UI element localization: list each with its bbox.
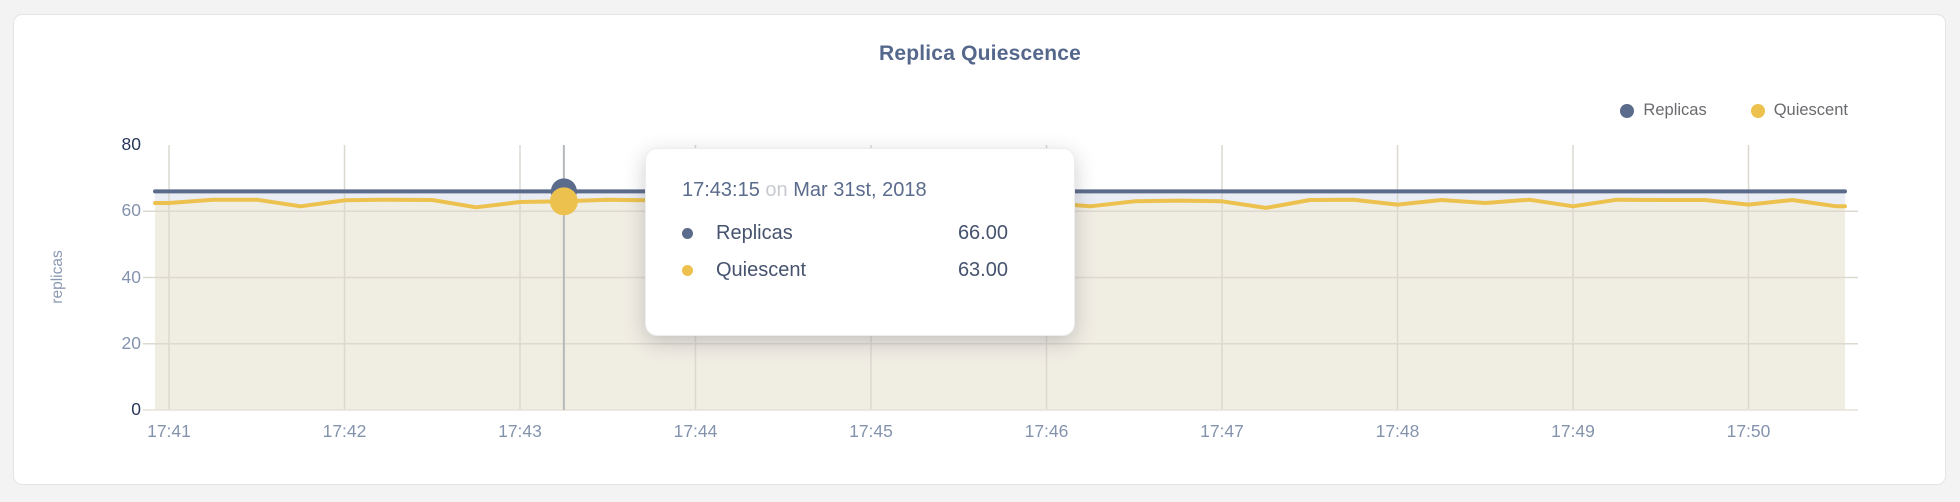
tooltip-date: Mar 31st, 2018 <box>793 179 927 201</box>
x-tick-17-49: 17:49 <box>1551 421 1595 441</box>
hover-dot-quiescent <box>549 187 578 216</box>
y-tick-20: 20 <box>121 332 141 353</box>
tooltip-series-label: Replicas <box>716 222 793 244</box>
x-tick-17-48: 17:48 <box>1375 421 1420 441</box>
x-tick-17-50: 17:50 <box>1726 421 1771 441</box>
y-tick-80: 80 <box>121 134 141 154</box>
tooltip-time: 17:43:15 <box>682 179 760 201</box>
legend-item-quiescent[interactable]: Quiescent <box>1750 101 1848 120</box>
x-tick-17-45: 17:45 <box>849 421 893 441</box>
tooltip: 17:43:15 on Mar 31st, 2018 Replicas 66.00… <box>645 148 1075 336</box>
x-tick-17-43: 17:43 <box>498 421 542 441</box>
legend-dot-icon <box>1750 103 1765 118</box>
legend: Replicas Quiescent <box>1620 101 1848 120</box>
x-tick-17-44: 17:44 <box>673 421 718 441</box>
legend-label: Replicas <box>1643 101 1707 119</box>
tooltip-series-dot-icon <box>682 265 693 276</box>
chart-title: Replica Quiescence <box>878 42 1082 65</box>
x-tick-17-42: 17:42 <box>322 421 367 441</box>
legend-dot-icon <box>1620 103 1635 118</box>
y-tick-40: 40 <box>121 266 141 287</box>
legend-label: Quiescent <box>1773 101 1848 119</box>
tooltip-row-replicas: Replicas 66.00 <box>682 215 1040 252</box>
tooltip-series-dot-icon <box>682 228 693 239</box>
tooltip-header: 17:43:15 on Mar 31st, 2018 <box>682 179 1040 202</box>
y-tick-60: 60 <box>121 200 141 221</box>
tooltip-conjunction: on <box>765 179 788 201</box>
tooltip-series-value: 63.00 <box>957 259 1008 281</box>
y-tick-0: 0 <box>131 399 141 419</box>
tooltip-row-quiescent: Quiescent 63.00 <box>682 252 1040 289</box>
x-tick-17-47: 17:47 <box>1200 421 1244 441</box>
tooltip-series-value: 66.00 <box>957 222 1008 244</box>
x-tick-17-46: 17:46 <box>1024 421 1069 441</box>
tooltip-series-label: Quiescent <box>716 259 807 281</box>
legend-item-replicas[interactable]: Replicas <box>1620 101 1707 120</box>
x-tick-17-41: 17:41 <box>147 421 191 441</box>
